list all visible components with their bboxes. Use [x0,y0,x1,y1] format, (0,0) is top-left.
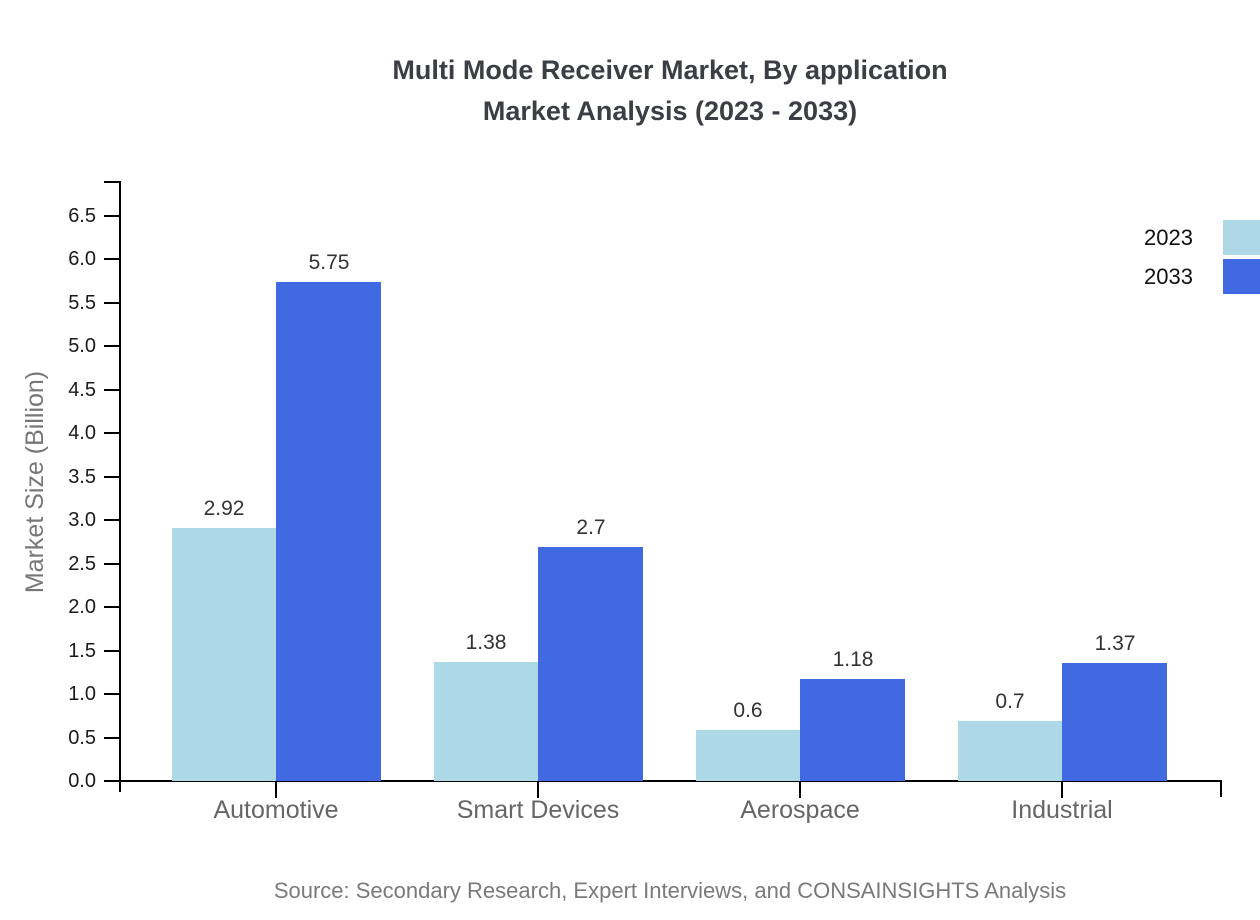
bar-2033-automotive [276,282,381,781]
bar-2023-automotive [172,528,276,781]
bar-value-label: 0.6 [733,699,763,722]
bar-value-label: 1.37 [1094,632,1136,655]
bar-2023-industrial [958,721,1062,781]
y-tick-label: 1.5 [68,640,96,662]
y-tick-label: 5.0 [68,335,96,357]
y-tick-label: 0.5 [68,727,96,749]
bar-2033-industrial [1062,663,1167,781]
y-tick-label: 4.5 [68,379,96,401]
x-axis-category-label: Smart Devices [456,796,620,824]
chart-title-line1: Multi Mode Receiver Market, By applicati… [392,55,948,85]
source-note: Source: Secondary Research, Expert Inter… [273,878,1067,903]
y-tick [104,215,120,217]
y-tick [104,345,120,347]
bar-2033-aerospace [800,679,905,781]
y-tick [104,302,120,304]
y-tick-label: 6.5 [68,205,96,227]
legend-swatch-2033 [1223,259,1260,294]
y-tick-label: 1.0 [68,683,96,705]
y-tick [104,389,120,391]
x-axis-end-cap [1220,780,1222,797]
y-tick-label: 2.5 [68,553,96,575]
y-tick [104,258,120,260]
bar-value-label: 5.75 [308,251,350,274]
x-axis-line [104,780,1222,782]
y-tick [104,432,120,434]
x-tick [799,782,801,798]
bar-value-label: 1.18 [832,648,874,671]
x-tick [537,782,539,798]
y-tick [104,519,120,521]
y-tick [104,606,120,608]
y-tick-label: 3.5 [68,466,96,488]
y-tick [104,563,120,565]
chart-title: Multi Mode Receiver Market, By applicati… [80,50,1260,132]
bar-2023-smart-devices [434,662,538,781]
legend-label-2023: 2023 [1144,225,1193,250]
bar-2033-smart-devices [538,547,643,781]
y-tick [104,650,120,652]
y-tick [104,476,120,478]
bar-value-label: 1.38 [465,631,507,654]
x-axis-category-label: Industrial [1011,796,1113,824]
legend-label-2033: 2033 [1144,264,1193,289]
chart-title-line2: Market Analysis (2023 - 2033) [482,96,858,126]
bar-value-label: 2.92 [203,497,245,520]
y-axis-line [119,181,121,792]
x-tick [275,782,277,798]
y-tick-label: 0.0 [68,770,96,792]
x-axis-category-label: Automotive [213,796,339,824]
y-tick [104,780,120,782]
y-tick-label: 5.5 [68,292,96,314]
y-tick-label: 4.0 [68,422,96,444]
x-axis-category-label: Aerospace [740,796,860,824]
y-tick-label: 2.0 [68,596,96,618]
x-tick [1061,782,1063,798]
bar-2023-aerospace [696,730,800,781]
y-tick-label: 6.0 [68,248,96,270]
legend-swatch-2023 [1223,220,1260,255]
y-tick [104,737,120,739]
y-tick-label: 3.0 [68,509,96,531]
y-tick [104,693,120,695]
y-axis-top-cap [104,181,121,183]
bar-value-label: 0.7 [995,690,1025,713]
bar-value-label: 2.7 [576,516,606,539]
